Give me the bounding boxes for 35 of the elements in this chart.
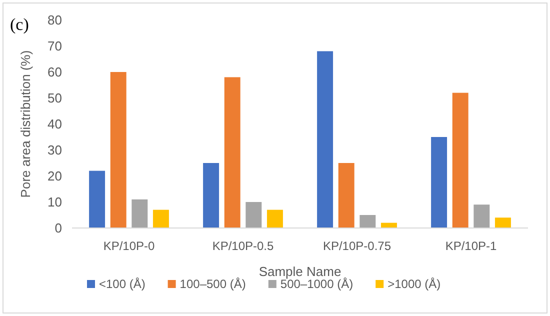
y-tick-label: 80 — [48, 12, 62, 28]
y-tick-label: 10 — [48, 194, 62, 210]
bar — [452, 92, 468, 228]
bar — [224, 77, 240, 228]
bar — [474, 204, 490, 228]
x-tick-label: KP/10P-0.5 — [212, 239, 274, 253]
x-tick-label: KP/10P-1 — [445, 239, 497, 253]
bar — [246, 202, 262, 228]
bar — [110, 72, 126, 228]
bar — [152, 210, 169, 228]
x-tick-label: KP/10P-0.75 — [322, 239, 392, 253]
legend-label: <100 (Å) — [99, 277, 146, 291]
y-axis-title: Pore area distribution (%) — [18, 50, 33, 198]
bar — [317, 51, 334, 228]
y-tick-label: 40 — [48, 116, 62, 132]
bar — [203, 163, 220, 228]
bar — [266, 210, 283, 228]
legend-label: 500–1000 (Å) — [280, 277, 354, 291]
bar — [89, 170, 106, 228]
legend-label: >1000 (Å) — [388, 277, 441, 291]
bar — [338, 163, 354, 228]
bar — [132, 199, 148, 228]
text: (c) — [10, 15, 29, 34]
x-tick-label: KP/10P-0 — [103, 239, 155, 253]
y-tick-label: 0 — [54, 220, 62, 236]
bar — [494, 218, 511, 228]
y-tick-label: 20 — [48, 168, 62, 184]
x-axis-title: Sample Name — [258, 264, 342, 279]
y-tick-label: 30 — [48, 142, 62, 158]
y-tick-label: 60 — [48, 64, 62, 80]
legend-label: 100–500 (Å) — [180, 277, 246, 291]
bar — [431, 137, 448, 228]
bar — [360, 215, 376, 228]
y-tick-label: 70 — [48, 38, 62, 54]
y-tick-label: 50 — [48, 90, 62, 106]
